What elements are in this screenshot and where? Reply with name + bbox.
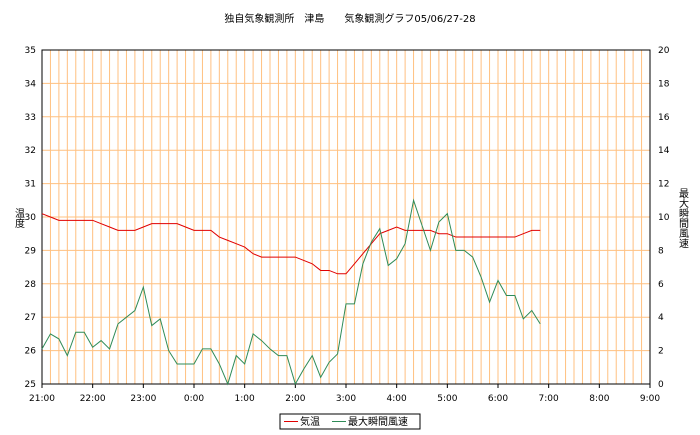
- chart-title: 独自気象観測所 津島 気象観測グラフ05/06/27-28: [224, 12, 475, 25]
- series-line-temperature: [41, 213, 541, 275]
- y-right-tick-label: 0: [658, 380, 664, 390]
- x-tick-label: 21:00: [29, 394, 55, 404]
- y-right-tick-label: 14: [658, 146, 670, 156]
- legend-label-temperature: 気温: [300, 415, 320, 428]
- x-tick-label: 22:00: [80, 394, 106, 404]
- x-tick-label: 1:00: [235, 394, 255, 404]
- y-left-tick-label: 33: [25, 113, 36, 123]
- x-tick-label: 5:00: [437, 394, 457, 404]
- y-axis-right: 0 2 4 6 8 10 12 14 16 18 20: [658, 46, 670, 390]
- series-line-wind: [41, 198, 541, 386]
- x-tick-label: 9:00: [640, 394, 660, 404]
- y-right-tick-label: 12: [658, 180, 669, 190]
- y-axis-left: 25 26 27 28 29 30 31 32 33 34 35: [25, 46, 37, 390]
- y-right-tick-label: 18: [658, 79, 670, 89]
- y-right-tick-label: 20: [658, 46, 670, 56]
- y-left-tick-label: 31: [25, 180, 36, 190]
- y-right-tick-label: 4: [658, 313, 664, 323]
- x-tick-label: 6:00: [488, 394, 508, 404]
- y-left-tick-label: 32: [25, 146, 36, 156]
- y-left-tick-label: 26: [25, 347, 37, 357]
- x-tick-label: 4:00: [387, 394, 407, 404]
- y-left-tick-label: 28: [25, 280, 37, 290]
- x-tick-label: 0:00: [184, 394, 204, 404]
- y-left-tick-label: 35: [25, 46, 36, 56]
- legend: 気温 最大瞬間風速: [279, 413, 421, 430]
- y-left-tick-label: 34: [25, 79, 37, 89]
- y-right-tick-label: 6: [658, 280, 664, 290]
- y-left-tick-label: 25: [25, 380, 36, 390]
- y-right-tick-label: 2: [658, 347, 664, 357]
- x-tick-label: 7:00: [539, 394, 559, 404]
- x-tick-label: 8:00: [589, 394, 609, 404]
- y-left-axis-title: 温度: [13, 208, 25, 229]
- x-tick-label: 2:00: [285, 394, 305, 404]
- y-left-tick-label: 30: [25, 213, 37, 223]
- y-right-tick-label: 10: [658, 213, 670, 223]
- y-left-tick-label: 27: [25, 313, 36, 323]
- grid: [42, 50, 650, 384]
- y-right-tick-label: 8: [658, 246, 664, 256]
- x-tick-label: 23:00: [130, 394, 156, 404]
- y-left-tick-label: 29: [25, 246, 37, 256]
- y-right-axis-title: 最大瞬間風速: [677, 188, 689, 248]
- legend-box: [279, 413, 421, 430]
- x-tick-label: 3:00: [336, 394, 356, 404]
- series-layer: [41, 198, 541, 386]
- y-right-tick-label: 16: [658, 113, 670, 123]
- x-axis: 21:00 22:00 23:00 0:00 1:00 2:00 3:00 4:00 5:00 6…: [29, 384, 660, 404]
- legend-label-wind: 最大瞬間風速: [348, 415, 408, 428]
